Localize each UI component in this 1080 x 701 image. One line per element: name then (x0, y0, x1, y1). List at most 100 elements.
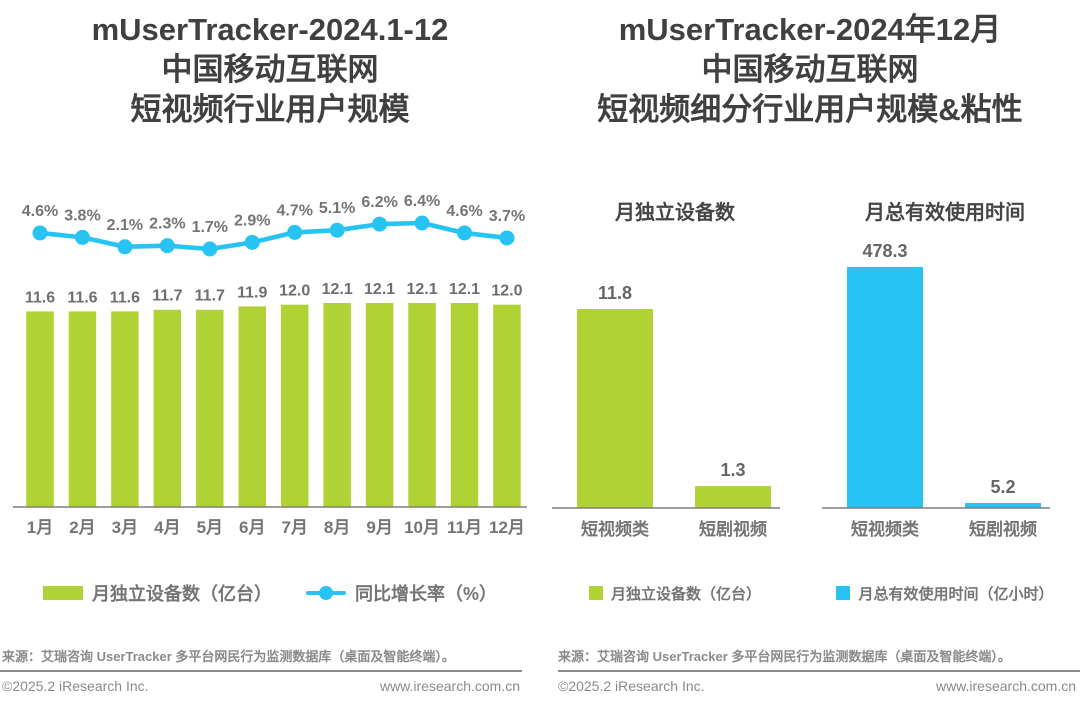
legend-label-devices-mini: 月独立设备数（亿台） (610, 585, 761, 603)
monthly-devices-bar-line-chart: 11.6 1月 11.6 2月 11.6 3月 11.7 4月 11.7 5月 11.9 6月 12.0… (13, 193, 527, 537)
legend-label-growth-rate: 同比增长率（%） (354, 584, 497, 604)
category-label: 短剧视频 (699, 519, 767, 539)
left-title-line-3: 短视频行业用户规模 (130, 92, 410, 127)
blue-square-swatch-icon (836, 586, 851, 600)
growth-rate-label: 3.8% (64, 207, 100, 224)
line-point (202, 241, 218, 257)
line-point (117, 239, 133, 255)
month-label: 7月 (281, 518, 307, 537)
month-label: 6月 (239, 518, 265, 537)
bar-value-label: 12.1 (449, 281, 480, 298)
right-chart-title: mUserTracker-2024年12月 中国移动互联网 短视频细分行业用户规… (540, 10, 1080, 130)
website-link: www.iresearch.com.cn (935, 678, 1076, 694)
copyright-text: ©2025.2 iResearch Inc. (2, 678, 149, 694)
bar (153, 309, 182, 507)
bar-value-label: 11.9 (237, 284, 267, 301)
copyright-text: ©2025.2 iResearch Inc. (558, 678, 705, 694)
footer-left: ©2025.2 iResearch Inc. www.iresearch.com… (2, 678, 520, 694)
bar (847, 266, 923, 508)
bar-value-label: 12.0 (279, 283, 310, 300)
legend-item-growth-rate: 同比增长率（%） (305, 580, 497, 606)
bar-swatch-icon (42, 586, 83, 600)
left-title-line-1: mUserTracker-2024.1-12 (91, 12, 449, 47)
bar (323, 302, 351, 507)
devices-mini-bar-chart: 月独立设备数 11.8 短视频类 1.3 短剧视频 (552, 200, 780, 539)
month-label: 10月 (404, 518, 440, 537)
growth-rate-label: 2.3% (149, 216, 185, 233)
bar (111, 311, 139, 507)
growth-rate-label: 4.7% (276, 202, 312, 219)
usage-time-mini-legend: 月总有效使用时间（亿小时） (810, 583, 1080, 603)
legend-label-usage-time: 月总有效使用时间（亿小时） (858, 585, 1054, 603)
website-link: www.iresearch.com.cn (379, 678, 520, 694)
bar-value-label: 11.6 (110, 289, 140, 306)
bar (68, 311, 97, 507)
bar (408, 302, 436, 507)
bar (450, 302, 479, 507)
source-note-left: 来源：艾瑞咨询 UserTracker 多平台网民行为监测数据库（桌面及智能终端… (2, 649, 455, 664)
right-title-line-1: mUserTracker-2024年12月 (618, 12, 1002, 47)
bar (577, 309, 653, 508)
bar (26, 311, 54, 507)
month-label: 12月 (489, 518, 525, 537)
month-label: 4月 (154, 518, 180, 537)
bar (695, 486, 771, 508)
bar (965, 503, 1041, 508)
legend-label-devices: 月独立设备数（亿台） (91, 584, 272, 604)
bar-value-label: 1.3 (720, 460, 745, 480)
bar-value-label: 11.6 (67, 289, 97, 306)
bar-value-label: 12.1 (364, 281, 395, 298)
bar-value-label: 12.1 (322, 281, 353, 298)
month-label: 3月 (112, 518, 138, 537)
mini-chart-subtitle: 月总有效使用时间 (864, 200, 1025, 224)
month-label: 9月 (366, 518, 392, 537)
bar-value-label: 5.2 (990, 477, 1015, 497)
month-label: 8月 (324, 518, 350, 537)
bar (238, 306, 266, 507)
line-point (244, 234, 260, 250)
left-chart-legend: 月独立设备数（亿台） 同比增长率（%） (0, 580, 540, 606)
growth-rate-label: 4.6% (22, 203, 58, 220)
bar-value-label: 478.3 (862, 241, 907, 261)
line-point (32, 225, 48, 241)
right-title-line-2: 中国移动互联网 (701, 52, 919, 87)
growth-rate-label: 5.1% (319, 200, 355, 217)
line-point (499, 230, 515, 246)
footer-right: ©2025.2 iResearch Inc. www.iresearch.com… (558, 678, 1076, 694)
bar-value-label: 11.8 (598, 283, 632, 303)
footer-divider-left (0, 670, 522, 672)
line-point (159, 238, 175, 254)
legend-item-devices: 月独立设备数（亿台） (42, 580, 272, 606)
growth-rate-label: 6.2% (361, 194, 397, 211)
footer-divider-right (558, 670, 1080, 672)
growth-rate-label: 2.1% (107, 217, 143, 234)
growth-rate-label: 2.9% (234, 212, 270, 229)
bar (280, 304, 309, 507)
bar (196, 309, 224, 507)
category-label: 短视频类 (581, 519, 650, 539)
bar (493, 304, 521, 507)
source-note-right: 来源：艾瑞咨询 UserTracker 多平台网民行为监测数据库（桌面及智能终端… (558, 649, 1011, 664)
line-swatch-icon (305, 586, 346, 600)
green-square-swatch-icon (588, 586, 603, 600)
growth-rate-label: 3.7% (489, 208, 525, 225)
category-label: 短视频类 (851, 519, 920, 539)
usage-time-mini-bar-chart: 月总有效使用时间 478.3 短视频类 5.2 短剧视频 (822, 200, 1050, 539)
left-chart-title: mUserTracker-2024.1-12 中国移动互联网 短视频行业用户规模 (0, 10, 540, 130)
month-label: 2月 (69, 518, 95, 537)
month-label: 5月 (197, 518, 223, 537)
bar-value-label: 12.0 (491, 283, 522, 300)
left-title-line-2: 中国移动互联网 (161, 52, 379, 87)
line-point (74, 229, 90, 245)
month-label: 1月 (27, 518, 53, 537)
bar (365, 302, 394, 507)
bar-value-label: 11.7 (152, 288, 182, 305)
category-label: 短剧视频 (969, 519, 1037, 539)
line-swatch-dot (318, 586, 333, 600)
right-title-line-3: 短视频细分行业用户规模&粘性 (597, 92, 1023, 127)
growth-rate-label: 6.4% (404, 193, 440, 210)
bar-value-label: 11.6 (25, 289, 55, 306)
bar-value-label: 12.1 (406, 281, 437, 298)
devices-mini-legend: 月独立设备数（亿台） (540, 583, 810, 603)
